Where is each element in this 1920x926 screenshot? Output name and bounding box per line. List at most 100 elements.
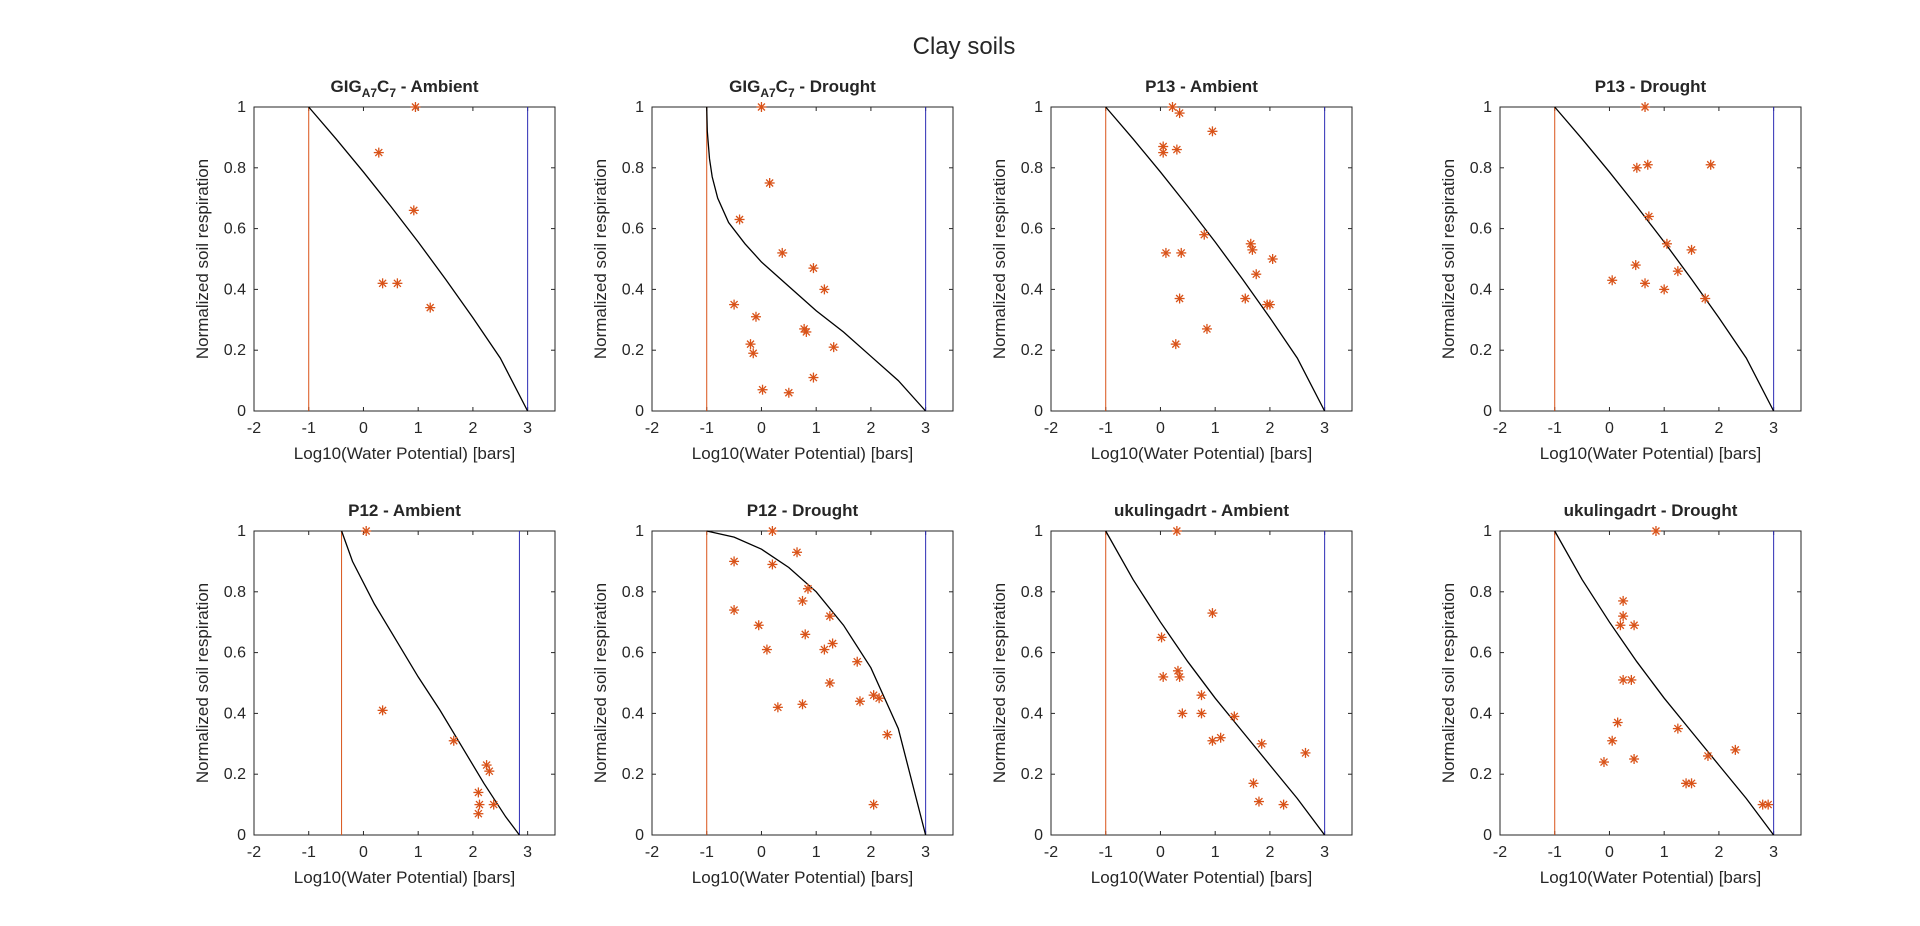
data-point xyxy=(882,729,893,740)
axes-box xyxy=(1050,530,1353,836)
data-point xyxy=(408,205,419,216)
x-tick-label: -2 xyxy=(1493,420,1507,437)
y-tick-label: 0.2 xyxy=(224,342,246,359)
subplot-title: P12 - Drought xyxy=(747,501,859,520)
data-point xyxy=(1158,671,1169,682)
data-point xyxy=(473,808,484,819)
data-point xyxy=(1176,247,1187,258)
data-point xyxy=(1702,750,1713,761)
y-tick-label: 0.2 xyxy=(1470,342,1492,359)
data-point xyxy=(1240,293,1251,304)
x-tick-label: -2 xyxy=(247,844,261,861)
y-tick-label: 0 xyxy=(1034,827,1043,844)
y-tick-label: 0.4 xyxy=(224,281,246,298)
data-point xyxy=(1705,159,1716,170)
x-axis-label: Log10(Water Potential) [bars] xyxy=(294,444,515,463)
y-tick-label: 0.2 xyxy=(622,766,644,783)
data-point xyxy=(1156,632,1167,643)
data-point xyxy=(1251,269,1262,280)
fit-curve xyxy=(308,106,529,412)
y-tick-label: 0 xyxy=(1483,403,1492,420)
data-point xyxy=(377,705,388,716)
data-point xyxy=(828,342,839,353)
y-tick-label: 0.4 xyxy=(622,705,644,722)
y-tick-label: 0.2 xyxy=(622,342,644,359)
y-tick-label: 1 xyxy=(1483,99,1492,116)
fit-curve xyxy=(1105,106,1326,412)
x-tick-label: -1 xyxy=(1548,420,1562,437)
data-point xyxy=(852,656,863,667)
x-tick-label: 2 xyxy=(866,844,875,861)
y-tick-label: 0 xyxy=(635,827,644,844)
fit-curve xyxy=(340,530,520,836)
data-point xyxy=(729,299,740,310)
data-point xyxy=(473,787,484,798)
y-axis-label: Normalized soil respiration xyxy=(990,159,1009,359)
data-point xyxy=(1618,611,1629,622)
data-point xyxy=(1618,595,1629,606)
title-text: - Ambient xyxy=(396,77,479,96)
data-point xyxy=(1672,266,1683,277)
y-tick-label: 0.6 xyxy=(622,645,644,662)
data-point xyxy=(1629,620,1640,631)
data-point xyxy=(1247,244,1258,255)
data-point xyxy=(1640,102,1651,112)
data-point xyxy=(1199,229,1210,240)
data-point xyxy=(748,348,759,359)
x-tick-label: -1 xyxy=(302,844,316,861)
y-tick-label: 0.4 xyxy=(1021,705,1043,722)
data-point xyxy=(1615,620,1626,631)
y-tick-label: 0.6 xyxy=(1021,645,1043,662)
data-point xyxy=(819,644,830,655)
y-axis-label: Normalized soil respiration xyxy=(591,159,610,359)
y-tick-label: 1 xyxy=(635,99,644,116)
x-tick-label: -2 xyxy=(247,420,261,437)
subplot-title: GIGA7C7 - Drought xyxy=(729,77,876,100)
data-point xyxy=(484,766,495,777)
data-point xyxy=(1300,747,1311,758)
x-tick-label: -1 xyxy=(1548,844,1562,861)
x-tick-label: 1 xyxy=(414,844,423,861)
y-tick-label: 1 xyxy=(1034,99,1043,116)
data-point xyxy=(808,372,819,383)
y-tick-label: 0.4 xyxy=(1470,281,1492,298)
x-tick-label: 0 xyxy=(757,420,766,437)
data-point xyxy=(1598,757,1609,768)
data-point xyxy=(801,326,812,337)
data-point xyxy=(1172,665,1183,676)
x-tick-label: 1 xyxy=(812,420,821,437)
x-tick-label: 3 xyxy=(1769,844,1778,861)
subplot-8: -2 -1 0 1 2 3 0 0.2 0.4 0.6 0.8 1 ukulingadrt - Drou… xyxy=(1439,501,1802,887)
subplot-title: P12 - Ambient xyxy=(348,501,461,520)
y-tick-label: 0.2 xyxy=(1021,766,1043,783)
data-point xyxy=(1626,674,1637,685)
title-text: C xyxy=(377,77,389,96)
data-point xyxy=(488,799,499,810)
data-point xyxy=(1196,708,1207,719)
y-tick-label: 1 xyxy=(237,99,246,116)
x-tick-label: 0 xyxy=(1156,420,1165,437)
data-point xyxy=(1196,690,1207,701)
data-point xyxy=(819,284,830,295)
x-tick-label: 2 xyxy=(1265,844,1274,861)
data-point xyxy=(1642,159,1653,170)
data-point xyxy=(1640,278,1651,289)
x-axis-label: Log10(Water Potential) [bars] xyxy=(692,444,913,463)
y-tick-label: 0.2 xyxy=(1470,766,1492,783)
x-tick-label: 3 xyxy=(921,844,930,861)
fit-curve xyxy=(1554,530,1775,836)
y-axis-label: Normalized soil respiration xyxy=(193,583,212,783)
y-tick-label: 1 xyxy=(1483,523,1492,540)
data-point xyxy=(1267,254,1278,264)
data-point xyxy=(1207,735,1218,746)
data-point xyxy=(729,605,740,616)
data-point xyxy=(1215,732,1226,743)
x-axis-label: Log10(Water Potential) [bars] xyxy=(1540,444,1761,463)
y-tick-label: 1 xyxy=(1034,523,1043,540)
data-point xyxy=(827,638,838,649)
data-point xyxy=(868,799,879,810)
subplot-title: ukulingadrt - Drought xyxy=(1564,501,1738,520)
y-tick-label: 0.4 xyxy=(1021,281,1043,298)
data-point xyxy=(373,147,384,158)
